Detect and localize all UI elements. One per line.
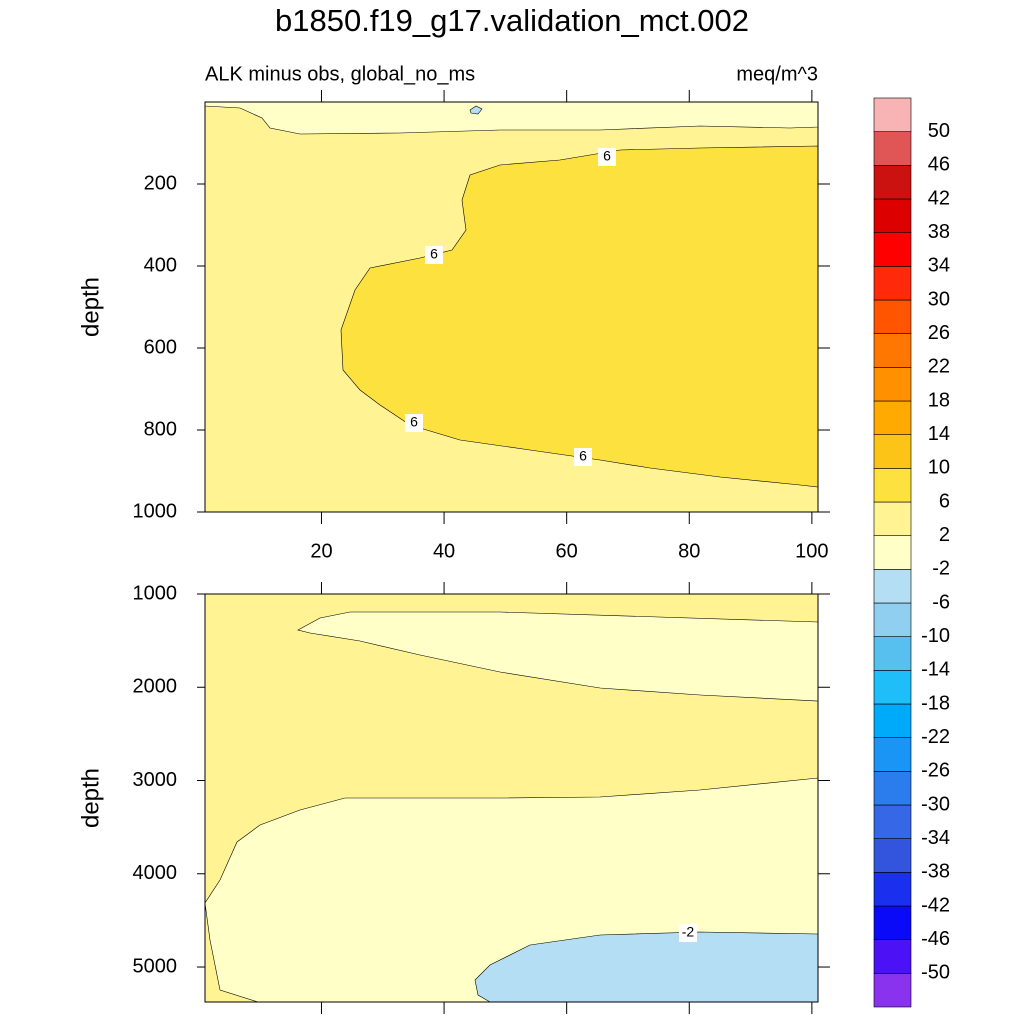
y-tick-label: 1000 [133, 582, 178, 604]
colorbar-label: -34 [921, 827, 950, 849]
contour-label: 6 [410, 414, 418, 430]
contour-label: 6 [603, 148, 611, 164]
x-tick-label: 100 [795, 540, 828, 562]
colorbar-label: 10 [928, 457, 950, 479]
colorbar-box [873, 973, 912, 1008]
plot-frame [204, 593, 819, 1003]
chart-title: b1850.f19_g17.validation_mct.002 [275, 3, 749, 38]
colorbar-label: 30 [928, 288, 950, 310]
colorbar-label: 38 [928, 221, 950, 243]
colorbar-label: 6 [939, 490, 950, 512]
colorbar-label: 18 [928, 389, 950, 411]
colorbar-label: 26 [928, 322, 950, 344]
colorbar-label: -10 [921, 625, 950, 647]
y-axis-label: depth [77, 768, 104, 828]
y-tick-label: 600 [144, 336, 177, 358]
colorbar-label: 34 [928, 255, 950, 277]
colorbar-box [873, 434, 912, 469]
y-tick-label: 2000 [133, 676, 178, 698]
contour-label-bg [598, 148, 616, 166]
plot-frame [204, 101, 819, 513]
colorbar-box [873, 97, 912, 132]
contour-label-bg [405, 414, 423, 432]
colorbar-box [873, 468, 912, 503]
colorbar-box [873, 602, 912, 637]
colorbar-label: 46 [928, 154, 950, 176]
colorbar-label: -46 [921, 928, 950, 950]
colorbar-box [873, 804, 912, 839]
colorbar-box [873, 501, 912, 536]
colorbar-label: -14 [921, 659, 950, 681]
y-tick-label: 3000 [133, 769, 178, 791]
y-tick-label: 800 [144, 418, 177, 440]
contour-region [340, 145, 819, 488]
colorbar-label: 2 [939, 524, 950, 546]
contour-region [204, 101, 819, 135]
colorbar-label: -50 [921, 962, 950, 984]
colorbar-box [873, 838, 912, 873]
contour-region [297, 611, 819, 702]
x-tick-label: 40 [433, 540, 455, 562]
colorbar-box [873, 872, 912, 907]
colorbar-label: 42 [928, 187, 950, 209]
colorbar-label: -30 [921, 793, 950, 815]
contour-region [469, 105, 483, 115]
y-tick-label: 200 [144, 172, 177, 194]
colorbar-box [873, 367, 912, 402]
colorbar-box [873, 198, 912, 233]
colorbar-box [873, 703, 912, 738]
y-tick-label: 4000 [133, 862, 178, 884]
contour-label: -2 [682, 924, 695, 940]
colorbar-box [873, 299, 912, 334]
colorbar-box [873, 131, 912, 166]
colorbar-box [873, 939, 912, 974]
x-tick-label: 60 [556, 540, 578, 562]
y-tick-label: 5000 [133, 955, 178, 977]
y-tick-label: 400 [144, 254, 177, 276]
colorbar-label: 22 [928, 356, 950, 378]
colorbar-label: -26 [921, 760, 950, 782]
colorbar-label: -18 [921, 692, 950, 714]
colorbar-box [873, 333, 912, 368]
x-tick-label: 20 [310, 540, 332, 562]
colorbar-label: 50 [928, 120, 950, 142]
colorbar-box [873, 905, 912, 940]
colorbar-box [873, 670, 912, 705]
contour-label: 6 [430, 246, 438, 262]
x-tick-label: 80 [678, 540, 700, 562]
colorbar-label: -38 [921, 861, 950, 883]
colorbar-box [873, 266, 912, 301]
contour-label-bg [679, 924, 697, 942]
colorbar-box [873, 636, 912, 671]
y-axis-label: depth [77, 277, 104, 337]
colorbar-box [873, 232, 912, 267]
colorbar-label: -6 [932, 591, 950, 613]
contour-label-bg [574, 448, 592, 466]
colorbar-label: -42 [921, 894, 950, 916]
colorbar-box [873, 737, 912, 772]
colorbar-label: -22 [921, 726, 950, 748]
colorbar-label: -2 [932, 558, 950, 580]
subtitle-left: ALK minus obs, global_no_ms [205, 63, 475, 85]
y-tick-label: 1000 [133, 500, 178, 522]
colorbar-box [873, 569, 912, 604]
contour-label-bg [425, 246, 443, 264]
contour-region [474, 931, 819, 1003]
colorbar-box [873, 771, 912, 806]
colorbar-box [873, 400, 912, 435]
colorbar-box [873, 535, 912, 570]
contour-label: 6 [579, 448, 587, 464]
subtitle-right: meq/m^3 [736, 63, 818, 85]
colorbar-label: 14 [928, 423, 950, 445]
colorbar-box [873, 165, 912, 200]
